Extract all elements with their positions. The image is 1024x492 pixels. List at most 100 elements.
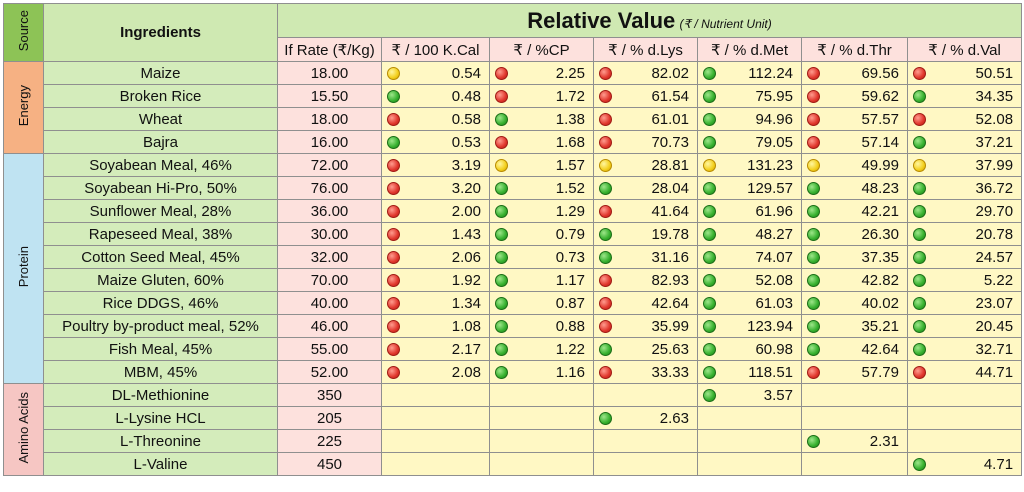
value-number: 1.57	[555, 156, 585, 174]
value-cell: 24.57	[906, 245, 1023, 269]
value-number: 0.88	[555, 317, 585, 335]
green-indicator-icon	[495, 296, 508, 310]
value-cell-content: 37.21	[909, 134, 1021, 151]
ingredient-name: Poultry by-product meal, 52%	[43, 314, 278, 338]
green-indicator-icon	[703, 273, 716, 287]
value-cell-content: 42.21	[803, 203, 907, 220]
red-indicator-icon	[387, 319, 400, 333]
value-cell: 61.96	[697, 199, 802, 223]
value-cell	[489, 383, 594, 407]
value-number: 2.00	[451, 202, 481, 220]
ingredient-rate: 40.00	[277, 291, 382, 315]
ingredient-name: Broken Rice	[43, 84, 278, 108]
value-number: 2.06	[451, 248, 481, 266]
value-cell-content: 48.23	[803, 180, 907, 197]
table-row: L-Valine 450 4.71	[4, 452, 1023, 476]
value-number: 0.73	[555, 248, 585, 266]
ingredient-name: Soyabean Hi-Pro, 50%	[43, 176, 278, 200]
value-cell	[906, 429, 1023, 453]
value-cell-content: 0.54	[383, 65, 489, 82]
green-indicator-icon	[913, 342, 926, 356]
ingredient-rate: 15.50	[277, 84, 382, 108]
value-cell-content: 2.63	[595, 410, 697, 427]
value-cell-content: 44.71	[909, 364, 1021, 381]
value-cell: 1.17	[489, 268, 594, 292]
value-number: 37.99	[975, 156, 1014, 174]
value-cell-content: 50.51	[909, 65, 1021, 82]
value-number: 129.57	[747, 179, 793, 197]
green-indicator-icon	[599, 227, 612, 241]
value-number: 32.71	[975, 340, 1014, 358]
value-cell: 48.27	[697, 222, 802, 246]
green-indicator-icon	[913, 89, 926, 103]
green-indicator-icon	[703, 296, 716, 310]
value-cell	[906, 406, 1023, 430]
value-cell-content: 61.03	[699, 295, 801, 312]
value-cell: 61.01	[593, 107, 698, 131]
red-indicator-icon	[599, 66, 612, 80]
ingredient-name: Fish Meal, 45%	[43, 337, 278, 361]
value-cell-content: 2.08	[383, 363, 489, 381]
value-cell-content: 48.27	[699, 226, 801, 243]
value-cell-content: 1.52	[491, 180, 593, 197]
value-cell-content: 4.71	[909, 455, 1021, 473]
column-header: ₹ / % d.Lys	[593, 37, 698, 62]
ingredient-rate: 76.00	[277, 176, 382, 200]
value-cell-content: 1.17	[491, 272, 593, 289]
value-cell: 37.35	[801, 245, 908, 269]
value-cell-content: 118.51	[699, 364, 801, 381]
value-cell: 1.52	[489, 176, 594, 200]
value-cell-content: 69.56	[803, 65, 907, 82]
value-cell-content: 1.43	[383, 226, 489, 243]
red-indicator-icon	[387, 365, 400, 379]
red-indicator-icon	[387, 204, 400, 218]
value-number: 2.08	[451, 363, 481, 381]
value-cell-content: 123.94	[699, 318, 801, 335]
value-cell-content: 3.20	[383, 180, 489, 197]
value-cell-content: 25.63	[595, 341, 697, 358]
table-body: Source Ingredients Relative Value (₹ / N…	[3, 3, 1023, 476]
value-cell: 0.88	[489, 314, 594, 338]
value-cell-content: 26.30	[803, 226, 907, 243]
value-cell-content: 0.73	[491, 248, 593, 266]
value-number: 2.25	[555, 64, 585, 82]
green-indicator-icon	[703, 181, 716, 195]
value-cell	[381, 429, 490, 453]
value-number: 131.23	[747, 156, 793, 174]
value-number: 0.48	[451, 87, 481, 105]
value-cell	[489, 429, 594, 453]
value-cell	[593, 429, 698, 453]
value-cell-content: 2.00	[383, 202, 489, 220]
value-number: 60.98	[755, 340, 793, 358]
value-number: 70.73	[651, 133, 689, 151]
column-header: ₹ / % d.Met	[697, 37, 802, 62]
green-indicator-icon	[913, 250, 926, 264]
green-indicator-icon	[703, 204, 716, 218]
value-cell: 82.93	[593, 268, 698, 292]
value-cell: 57.57	[801, 107, 908, 131]
value-number: 1.38	[555, 110, 585, 128]
value-number: 0.58	[451, 110, 481, 128]
yellow-indicator-icon	[387, 66, 400, 80]
red-indicator-icon	[807, 365, 820, 379]
value-number: 1.92	[451, 271, 481, 289]
value-number: 75.95	[755, 87, 793, 105]
yellow-indicator-icon	[807, 158, 820, 172]
ingredient-rate: 55.00	[277, 337, 382, 361]
green-indicator-icon	[703, 388, 716, 402]
value-cell: 2.25	[489, 61, 594, 85]
value-cell-content: 29.70	[909, 203, 1021, 220]
red-indicator-icon	[495, 89, 508, 103]
value-cell-content: 40.02	[803, 295, 907, 312]
red-indicator-icon	[807, 135, 820, 149]
source-group-label: Amino Acids	[16, 391, 31, 464]
value-cell: 1.08	[381, 314, 490, 338]
value-cell: 61.54	[593, 84, 698, 108]
value-cell: 0.53	[381, 130, 490, 154]
red-indicator-icon	[387, 250, 400, 264]
table-row: Fish Meal, 45% 55.00 2.17 1.22 25.63 60.98 42.…	[4, 337, 1023, 361]
value-cell-content: 5.22	[909, 272, 1021, 289]
green-indicator-icon	[913, 296, 926, 310]
value-cell: 1.29	[489, 199, 594, 223]
value-number: 4.71	[983, 455, 1014, 473]
